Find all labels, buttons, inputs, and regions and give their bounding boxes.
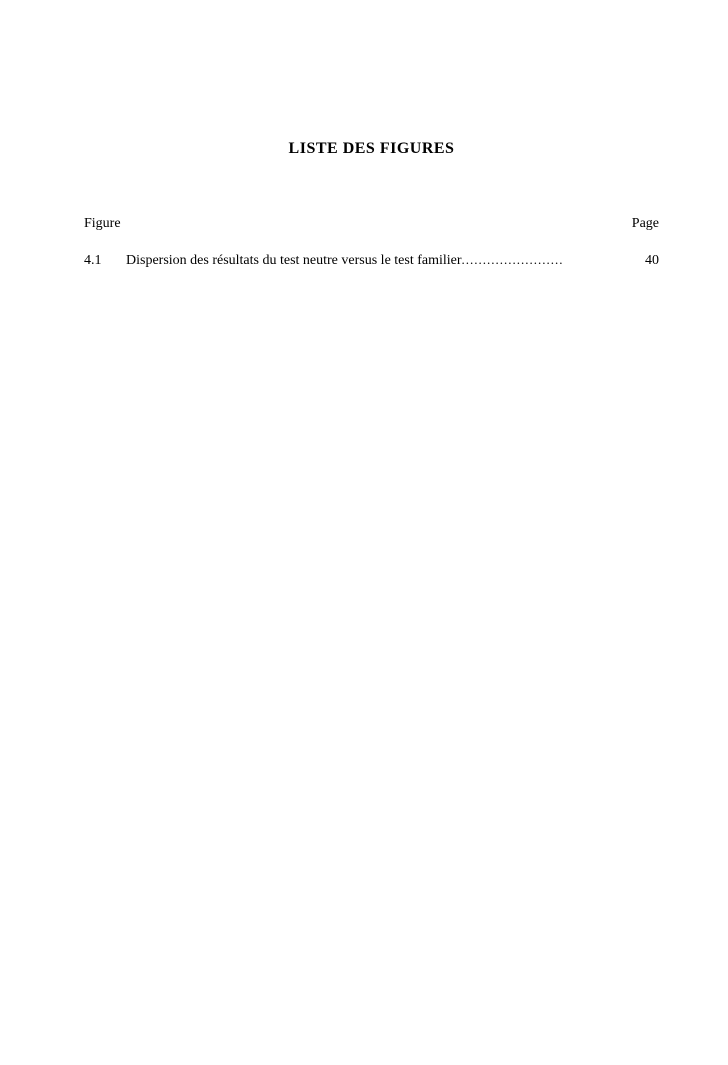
entry-number: 4.1: [84, 253, 126, 269]
page-title: LISTE DES FIGURES: [80, 140, 663, 158]
header-page-label: Page: [632, 216, 659, 232]
document-page: LISTE DES FIGURES Figure Page 4.1 Disper…: [0, 0, 728, 329]
entry-page-number: 40: [645, 253, 659, 269]
entry-description: Dispersion des résultats du test neutre …: [126, 253, 462, 269]
header-figure-label: Figure: [84, 216, 121, 232]
list-header-row: Figure Page: [80, 216, 663, 232]
figure-list-entry: 4.1 Dispersion des résultats du test neu…: [80, 252, 663, 269]
entry-leader-dots: ........................: [462, 252, 645, 268]
